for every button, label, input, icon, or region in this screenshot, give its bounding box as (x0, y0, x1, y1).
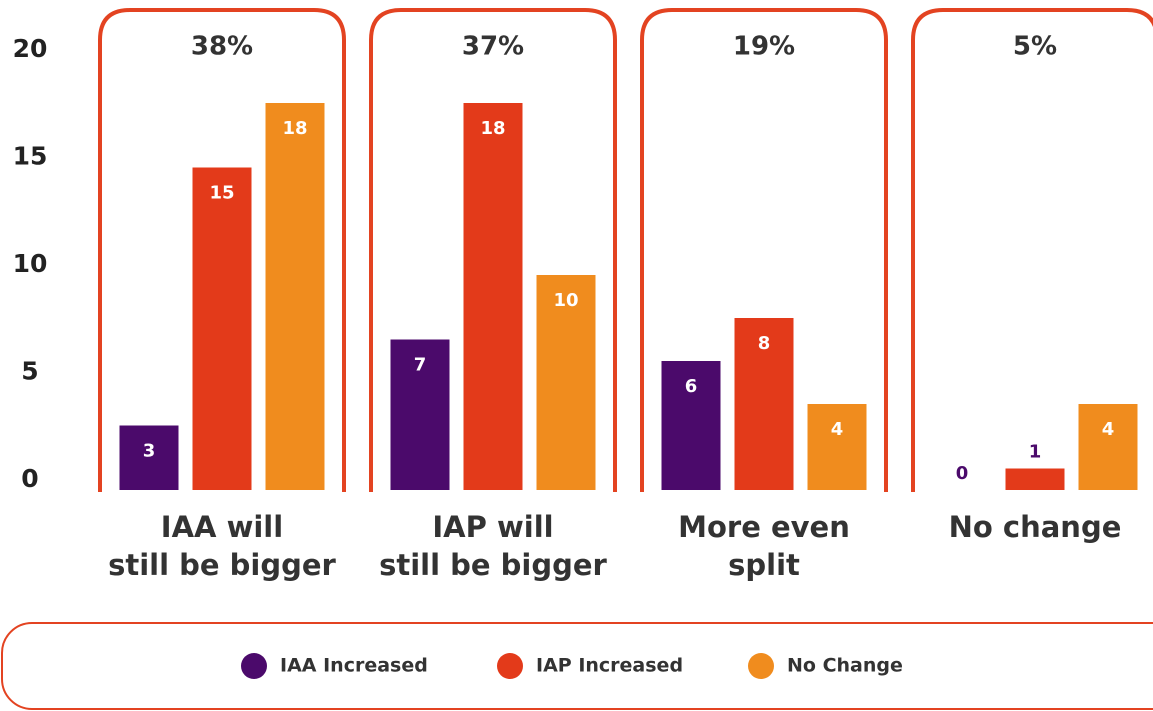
group-frame (369, 8, 617, 492)
y-tick-label: 0 (21, 464, 38, 493)
bar (661, 361, 721, 490)
bar (807, 404, 867, 490)
bar (265, 103, 325, 490)
legend-label: No Change (787, 655, 903, 677)
y-tick-label: 15 (13, 142, 48, 171)
x-tick-label: IAP will still be bigger (379, 510, 607, 582)
value-label: 0 (956, 463, 969, 484)
legend-swatch (241, 653, 267, 679)
value-label: 18 (282, 118, 307, 139)
value-label: 18 (480, 118, 505, 139)
legend-label: IAP Increased (536, 655, 683, 677)
bar (463, 103, 523, 490)
value-label: 4 (1102, 419, 1115, 440)
value-label: 3 (143, 441, 156, 462)
value-label: 6 (685, 376, 698, 397)
group-annotation: 19% (733, 32, 795, 62)
bar (734, 318, 794, 490)
value-label: 8 (758, 333, 771, 354)
x-tick-label: No change (948, 510, 1122, 544)
group-annotation: 37% (462, 32, 524, 62)
value-label: 7 (414, 355, 427, 376)
bar (192, 167, 252, 490)
bar (536, 275, 596, 490)
value-label: 10 (553, 290, 578, 311)
bar (1005, 468, 1065, 490)
x-tick-label: More even split (678, 510, 850, 582)
value-label: 15 (209, 183, 234, 204)
group-frame (640, 8, 888, 492)
legend-label: IAA Increased (280, 655, 428, 677)
legend-frame (1, 622, 1153, 710)
legend-swatch (748, 653, 774, 679)
group-annotation: 38% (191, 32, 253, 62)
bar (1078, 404, 1138, 490)
group-frame (98, 8, 346, 492)
value-label: 4 (831, 419, 844, 440)
group-frame (911, 8, 1153, 492)
legend-swatch (497, 653, 523, 679)
x-tick-label: IAA will still be bigger (108, 510, 336, 582)
y-tick-label: 20 (13, 34, 48, 63)
y-tick-label: 10 (13, 249, 48, 278)
bar (390, 339, 450, 490)
bar (119, 425, 179, 490)
group-annotation: 5% (1013, 32, 1057, 62)
value-label: 1 (1029, 442, 1042, 463)
y-tick-label: 5 (21, 357, 38, 386)
